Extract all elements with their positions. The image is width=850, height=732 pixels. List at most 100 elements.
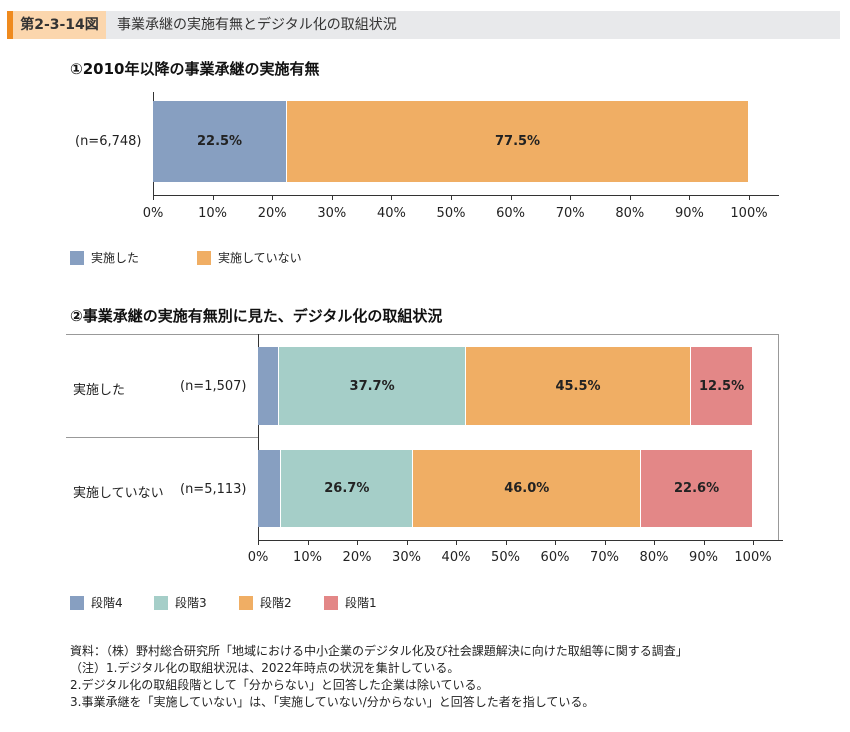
x-tick-label: 70% (555, 206, 585, 221)
x-axis-line (153, 195, 779, 196)
category-label: 実施していない (73, 486, 164, 501)
legend-swatch (70, 250, 84, 265)
data-label: 22.5% (196, 134, 243, 149)
legend-item: 段階4 (70, 594, 123, 611)
bar-segment (258, 450, 282, 527)
x-tick-label: 70% (590, 550, 619, 565)
bar-segment: 12.5% (691, 347, 753, 425)
x-tick-label: 30% (392, 550, 421, 565)
legend-item: 段階3 (154, 594, 207, 611)
category-n: (n=1,507) (180, 379, 247, 394)
note-2: 2.デジタル化の取組段階として「分からない」と回答した企業は除いている。 (70, 678, 489, 692)
data-label: 77.5% (494, 134, 541, 149)
x-tick-label: 60% (496, 206, 526, 221)
x-tick-mark (212, 195, 214, 200)
bar-segment: 26.7% (281, 450, 414, 527)
x-tick-mark (753, 540, 754, 545)
x-tick-label: 100% (734, 550, 772, 565)
legend-swatch (239, 595, 253, 610)
figure-number: 第2-3-14図 (13, 11, 106, 39)
legend-label: 実施していない (218, 251, 302, 265)
x-tick-mark (331, 195, 333, 200)
legend-label: 実施した (91, 251, 140, 265)
data-label: 45.5% (555, 378, 601, 394)
x-tick-label: 90% (674, 206, 704, 221)
x-tick-mark (689, 195, 691, 200)
figure-title: 事業承継の実施有無とデジタル化の取組状況 (117, 17, 397, 33)
x-tick-mark (749, 195, 750, 200)
legend-swatch (70, 595, 84, 610)
legend-label: 段階2 (260, 596, 292, 610)
x-tick-label: 40% (441, 550, 471, 565)
data-label: 37.7% (349, 378, 395, 394)
x-tick-label: 60% (540, 550, 570, 565)
x-tick-mark (406, 540, 408, 545)
x-tick-label: 0% (247, 550, 269, 565)
bar-segment: 45.5% (465, 347, 692, 425)
x-tick-mark (272, 195, 274, 200)
legend-swatch (154, 595, 168, 610)
figure-header: 第2-3-14図 事業承継の実施有無とデジタル化の取組状況 (7, 11, 840, 39)
x-tick-mark (505, 540, 507, 545)
legend-label: 段階4 (91, 596, 123, 610)
x-tick-mark (570, 195, 572, 200)
plot-border-right (778, 334, 779, 540)
x-tick-label: 0% (142, 206, 164, 221)
legend-swatch (197, 250, 211, 265)
x-tick-label: 30% (317, 206, 347, 221)
x-tick-label: 50% (491, 550, 520, 565)
legend-label: 段階3 (175, 596, 207, 610)
x-tick-label: 80% (639, 550, 669, 565)
x-tick-label: 20% (342, 550, 372, 565)
x-tick-mark (451, 195, 452, 200)
legend-item: 段階1 (324, 594, 377, 611)
chart2-title: ②事業承継の実施有無別に見た、デジタル化の取組状況 (70, 307, 443, 325)
note-source: 資料：（株）野村総合研究所「地域における中小企業のデジタル化及び社会課題解決に向… (70, 644, 688, 658)
x-tick-mark (629, 195, 631, 200)
bar-segment (258, 347, 280, 425)
x-axis-line (258, 540, 783, 541)
table-border (66, 334, 258, 335)
x-tick-label: 90% (689, 550, 718, 565)
note-3: 3.事業承継を「実施していない」は、「実施していない/分からない」と回答した者を… (70, 695, 595, 709)
category-label: (n=6,748) (75, 134, 142, 149)
bar-segment: 22.5% (153, 101, 288, 182)
header-accent (7, 11, 13, 39)
x-tick-label: 10% (293, 550, 322, 565)
x-tick-label: 10% (198, 206, 228, 221)
data-label: 22.6% (674, 481, 720, 496)
data-label: 46.0% (504, 481, 550, 496)
legend-item: 段階2 (239, 594, 292, 611)
x-tick-mark (456, 540, 457, 545)
x-tick-label: 40% (376, 206, 406, 221)
legend-label: 段階1 (345, 596, 377, 610)
bar-segment: 46.0% (413, 450, 642, 527)
note-1: （注）1.デジタル化の取組状況は、2022年時点の状況を集計している。 (70, 661, 460, 675)
legend-item: 実施していない (197, 249, 302, 266)
category-n: (n=5,113) (180, 482, 247, 497)
x-tick-mark (604, 540, 606, 545)
x-tick-mark (555, 540, 556, 545)
x-tick-mark (307, 540, 309, 545)
x-tick-mark (391, 195, 393, 200)
data-label: 12.5% (699, 378, 745, 394)
bar-segment: 22.6% (641, 450, 753, 527)
x-tick-mark (357, 540, 358, 545)
x-tick-mark (654, 540, 655, 545)
x-tick-label: 80% (615, 206, 645, 221)
x-tick-label: 20% (257, 206, 287, 221)
row-separator (66, 437, 258, 438)
x-tick-mark (510, 195, 512, 200)
x-tick-mark (258, 540, 259, 545)
chart1-title: ①2010年以降の事業承継の実施有無 (70, 60, 320, 78)
x-tick-label: 100% (730, 206, 768, 221)
plot-border-top (258, 334, 778, 335)
x-tick-mark (703, 540, 705, 545)
x-tick-mark (153, 195, 154, 200)
x-tick-label: 50% (436, 206, 466, 221)
bar-segment: 77.5% (287, 101, 749, 182)
bar-segment: 37.7% (279, 347, 466, 425)
category-label: 実施した (73, 383, 126, 398)
y-axis-line (258, 334, 259, 540)
legend-item: 実施した (70, 249, 139, 266)
